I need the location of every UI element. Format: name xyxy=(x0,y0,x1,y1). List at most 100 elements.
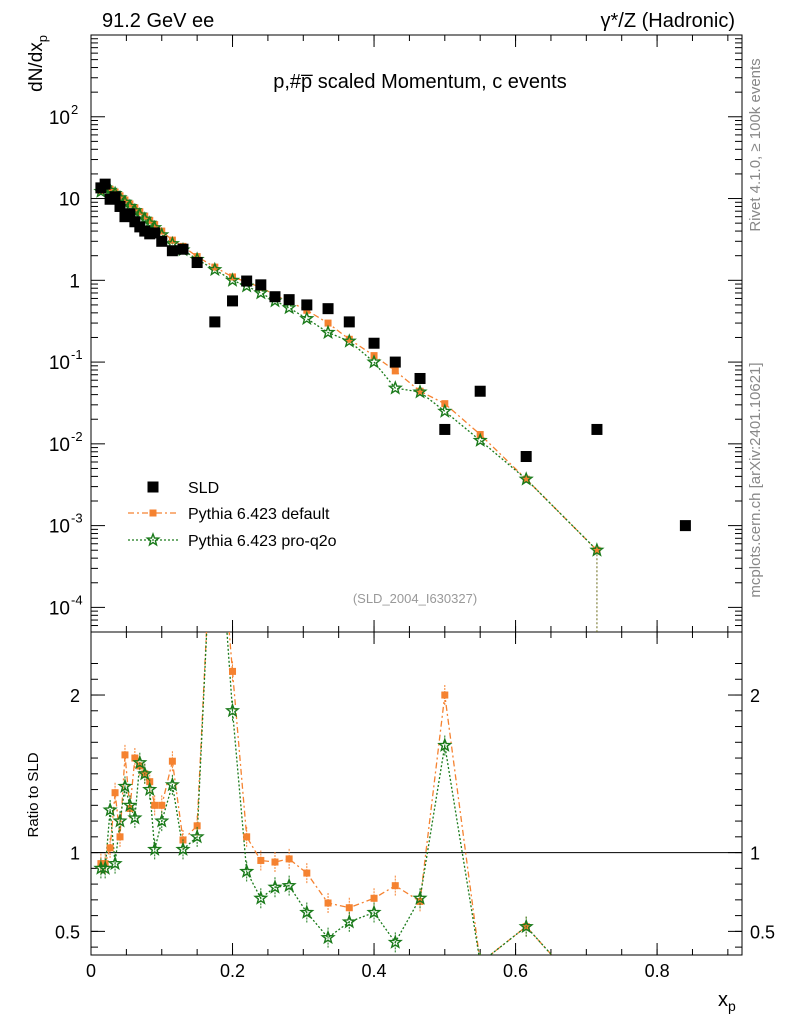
sld-point xyxy=(322,303,334,315)
ratio-y-axis-label: Ratio to SLD xyxy=(25,752,42,837)
pro-q2o-point xyxy=(207,261,223,277)
ratio-default-point xyxy=(116,833,124,841)
default-point xyxy=(141,212,149,220)
header-left: 91.2 GeV ee xyxy=(102,10,214,32)
default-point xyxy=(229,273,237,281)
default-point xyxy=(193,253,201,261)
sld-point xyxy=(255,279,267,291)
pro-q2o-point xyxy=(281,299,297,315)
ratio-pro-q2o-point xyxy=(164,776,181,792)
ratio-pro-q2o-point xyxy=(142,781,158,796)
ratio-pro-q2o-point xyxy=(175,841,191,856)
sld-point xyxy=(149,227,161,239)
ratio-pro-q2o-point xyxy=(112,813,128,828)
ratio-default-point xyxy=(271,858,279,866)
ratio-default-point xyxy=(441,691,449,699)
legend-label: Pythia 6.423 default xyxy=(188,506,330,523)
side-text-bottom: mcplots.cern.ch [arXiv:2401.10621] xyxy=(747,362,764,597)
header-right: γ*/Z (Hadronic) xyxy=(601,10,735,32)
default-point xyxy=(416,387,424,395)
default-point xyxy=(391,367,399,375)
legend-default-marker xyxy=(149,509,157,517)
sld-point xyxy=(166,245,178,257)
sld-point xyxy=(591,423,603,435)
sld-point xyxy=(439,423,451,435)
pro-q2o-point xyxy=(253,285,269,300)
default-point xyxy=(324,319,332,327)
default-point xyxy=(146,216,154,224)
ratio-pro-q2o-point xyxy=(122,797,138,812)
y-tick-label: 1 xyxy=(69,271,80,292)
ratio-pro-q2o-point xyxy=(281,877,297,893)
y-tick-label: 10 xyxy=(49,598,70,619)
default-point xyxy=(136,208,144,216)
y-tick-label: 10 xyxy=(49,108,70,129)
pro-q2o-point xyxy=(224,272,241,287)
default-point xyxy=(131,204,139,212)
sld-point xyxy=(177,243,189,255)
y-tick-exponent: -3 xyxy=(71,511,83,526)
pro-q2o-point xyxy=(412,383,428,399)
pro-q2o-point xyxy=(437,403,453,418)
pro-q2o-point xyxy=(366,354,382,369)
sld-point xyxy=(283,294,295,306)
sld-point xyxy=(209,316,221,328)
main-layer xyxy=(93,178,691,632)
legend-label: Pythia 6.423 pro-q2o xyxy=(188,533,337,550)
ratio-default-point xyxy=(121,751,129,759)
sld-point xyxy=(114,200,126,212)
pro-q2o-point xyxy=(387,380,403,395)
ratio-pro-q2o-point xyxy=(132,754,148,770)
ratio-default-point xyxy=(257,856,265,864)
pro-q2o-point xyxy=(299,310,315,326)
sld-point xyxy=(414,372,426,384)
ratio-default-line xyxy=(100,632,553,955)
y-tick-label: 10 xyxy=(59,190,80,211)
pro-q2o-point xyxy=(589,542,605,557)
ratio-pro-q2o-point xyxy=(366,904,382,919)
ratio-plot-frame xyxy=(90,631,743,956)
y-tick-exponent: 2 xyxy=(71,102,78,117)
ratio-default-point xyxy=(391,882,399,890)
ratio-pro-q2o-point xyxy=(518,918,534,934)
sld-point xyxy=(679,520,691,532)
legend: SLD Pythia 6.423 default Pythia 6.423 pro-… xyxy=(128,480,337,550)
ratio-default-point xyxy=(303,869,311,877)
ratio-default-point xyxy=(370,894,378,902)
side-text-top: Rivet 4.1.0, ≥ 100k events xyxy=(747,58,764,231)
ratio-y-tick-label-right: 1 xyxy=(750,844,760,864)
ratio-default-point xyxy=(229,667,237,675)
sld-point xyxy=(520,451,532,463)
ratio-default-point xyxy=(158,801,166,809)
ratio-default-point xyxy=(243,833,251,841)
ratio-pro-q2o-point xyxy=(320,929,336,945)
sld-point xyxy=(389,356,401,368)
sld-point xyxy=(227,295,239,307)
default-point xyxy=(345,335,353,343)
x-tick-label: 0.8 xyxy=(645,961,670,981)
ratio-pro-q2o-point xyxy=(117,778,133,793)
ratio-default-point xyxy=(151,801,159,809)
ratio-layer xyxy=(93,632,553,955)
legend-label: SLD xyxy=(188,480,219,497)
x-tick-label: 0.4 xyxy=(362,961,387,981)
pro-q2o-line xyxy=(100,187,598,551)
ratio-default-point xyxy=(111,789,119,797)
ratio-pro-q2o-point xyxy=(93,860,109,875)
ratio-default-point xyxy=(106,844,114,852)
ratio-pro-q2o-point xyxy=(137,765,153,781)
ratio-default-point xyxy=(131,754,139,762)
y-tick-exponent: -1 xyxy=(71,347,83,362)
y-tick-label: 10 xyxy=(49,517,70,538)
ratio-default-point xyxy=(324,899,332,907)
default-point xyxy=(126,200,134,208)
y-axis-label: dN/dxp xyxy=(26,35,50,92)
ratio-pro-q2o-point xyxy=(107,855,123,871)
sld-point xyxy=(109,191,121,203)
y-tick-exponent: -2 xyxy=(71,429,83,444)
y-tick-label: 10 xyxy=(49,353,70,374)
ratio-y-tick-label: 2 xyxy=(70,686,80,706)
ratio-y-tick-label-right: 2 xyxy=(750,686,760,706)
